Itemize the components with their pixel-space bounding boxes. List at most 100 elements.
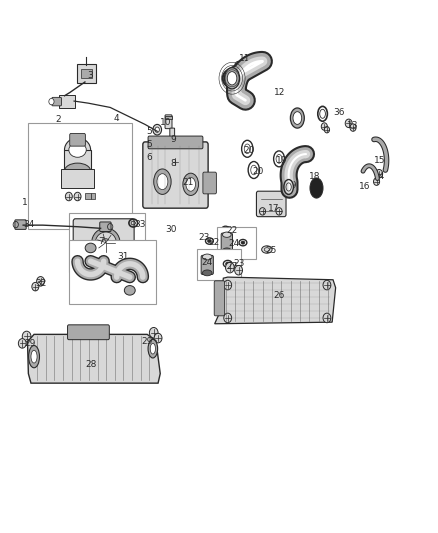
FancyBboxPatch shape — [67, 325, 110, 340]
FancyBboxPatch shape — [201, 255, 213, 274]
Text: 9: 9 — [170, 135, 176, 144]
Text: 23: 23 — [198, 233, 209, 242]
Ellipse shape — [293, 112, 302, 124]
Text: 30: 30 — [166, 225, 177, 234]
FancyBboxPatch shape — [85, 193, 91, 199]
FancyBboxPatch shape — [61, 169, 94, 188]
Text: 24: 24 — [201, 258, 213, 266]
Ellipse shape — [28, 345, 39, 368]
FancyBboxPatch shape — [91, 193, 95, 199]
Text: 7: 7 — [99, 237, 104, 246]
FancyBboxPatch shape — [116, 260, 126, 266]
Text: 15: 15 — [374, 156, 386, 165]
Text: 17: 17 — [268, 204, 279, 213]
FancyBboxPatch shape — [197, 249, 241, 280]
Ellipse shape — [227, 71, 237, 85]
Text: 31: 31 — [117, 253, 129, 262]
FancyBboxPatch shape — [221, 233, 233, 252]
Circle shape — [22, 331, 31, 342]
Ellipse shape — [208, 239, 212, 243]
Text: 4: 4 — [114, 114, 120, 123]
Ellipse shape — [310, 178, 323, 198]
Ellipse shape — [223, 232, 231, 237]
Circle shape — [65, 192, 72, 201]
Ellipse shape — [64, 138, 91, 162]
Circle shape — [74, 192, 81, 201]
Ellipse shape — [290, 108, 304, 128]
Text: 6: 6 — [146, 154, 152, 163]
Ellipse shape — [183, 173, 198, 196]
Text: 23: 23 — [233, 259, 244, 268]
Text: 5: 5 — [146, 140, 152, 149]
Ellipse shape — [226, 262, 230, 266]
Circle shape — [235, 265, 243, 275]
FancyBboxPatch shape — [143, 142, 208, 208]
Circle shape — [153, 141, 156, 145]
Text: 20: 20 — [252, 166, 264, 175]
FancyBboxPatch shape — [203, 172, 216, 194]
Text: 33: 33 — [134, 220, 145, 229]
Circle shape — [49, 99, 54, 105]
Ellipse shape — [85, 243, 96, 253]
Text: 16: 16 — [359, 182, 371, 191]
Text: 25: 25 — [265, 246, 277, 255]
Circle shape — [323, 280, 331, 290]
Text: 11: 11 — [239, 54, 251, 62]
Circle shape — [154, 333, 162, 343]
Ellipse shape — [92, 228, 120, 257]
Text: 18: 18 — [309, 172, 321, 181]
Circle shape — [242, 64, 250, 74]
FancyBboxPatch shape — [256, 191, 286, 216]
Ellipse shape — [241, 241, 245, 244]
FancyBboxPatch shape — [214, 281, 225, 316]
Circle shape — [376, 169, 383, 178]
Text: 22: 22 — [208, 238, 219, 247]
Ellipse shape — [69, 142, 86, 157]
Circle shape — [37, 277, 45, 286]
FancyBboxPatch shape — [59, 95, 75, 109]
Circle shape — [374, 178, 380, 185]
Ellipse shape — [154, 169, 171, 195]
Circle shape — [350, 124, 356, 131]
FancyBboxPatch shape — [73, 219, 134, 266]
Text: 14: 14 — [374, 172, 386, 181]
Circle shape — [94, 261, 100, 269]
Circle shape — [324, 126, 329, 133]
Circle shape — [149, 327, 158, 338]
Circle shape — [321, 123, 327, 130]
Ellipse shape — [31, 350, 37, 363]
Text: 10: 10 — [160, 118, 172, 127]
FancyBboxPatch shape — [28, 123, 132, 229]
FancyBboxPatch shape — [52, 98, 61, 106]
Text: 8: 8 — [170, 159, 176, 167]
FancyBboxPatch shape — [77, 64, 96, 83]
FancyBboxPatch shape — [170, 128, 175, 151]
Text: 5: 5 — [146, 127, 152, 136]
Circle shape — [224, 313, 232, 322]
FancyBboxPatch shape — [70, 133, 85, 146]
Circle shape — [18, 338, 26, 348]
Circle shape — [323, 313, 331, 322]
Ellipse shape — [186, 177, 195, 191]
Circle shape — [345, 119, 352, 127]
Text: 12: 12 — [274, 88, 286, 97]
Circle shape — [224, 280, 232, 290]
Text: 2: 2 — [55, 115, 61, 124]
Circle shape — [276, 208, 282, 215]
FancyBboxPatch shape — [217, 227, 256, 259]
FancyBboxPatch shape — [69, 214, 145, 272]
Ellipse shape — [224, 68, 240, 89]
FancyBboxPatch shape — [165, 115, 172, 128]
Circle shape — [155, 127, 159, 132]
Text: 29: 29 — [24, 339, 35, 348]
Text: 1: 1 — [22, 198, 28, 207]
FancyBboxPatch shape — [81, 69, 92, 78]
FancyBboxPatch shape — [148, 136, 203, 149]
Ellipse shape — [64, 163, 91, 179]
Text: 22: 22 — [226, 226, 238, 235]
Ellipse shape — [150, 343, 155, 354]
Text: 20: 20 — [243, 147, 254, 156]
Ellipse shape — [95, 232, 116, 253]
Ellipse shape — [202, 270, 212, 276]
Ellipse shape — [223, 248, 231, 253]
